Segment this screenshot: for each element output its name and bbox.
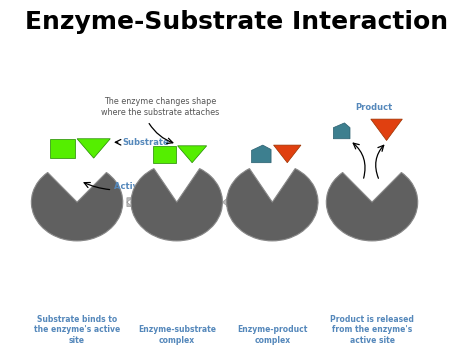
Text: Enzyme-Substrate Interaction: Enzyme-Substrate Interaction xyxy=(26,10,448,34)
Polygon shape xyxy=(333,123,350,139)
Wedge shape xyxy=(131,169,222,241)
Text: Substrate: Substrate xyxy=(123,138,170,147)
Polygon shape xyxy=(252,145,271,163)
Text: Enzyme-product
complex: Enzyme-product complex xyxy=(237,326,308,345)
Polygon shape xyxy=(273,145,301,163)
Polygon shape xyxy=(178,146,207,163)
Text: Enzyme-substrate
complex: Enzyme-substrate complex xyxy=(138,326,216,345)
Wedge shape xyxy=(31,173,123,241)
Wedge shape xyxy=(227,169,318,241)
Text: The enzyme changes shape
where the substrate attaches: The enzyme changes shape where the subst… xyxy=(101,97,219,117)
Polygon shape xyxy=(50,139,75,158)
Text: Substrate binds to
the enzyme's active
site: Substrate binds to the enzyme's active s… xyxy=(34,315,120,345)
Polygon shape xyxy=(77,139,110,158)
FancyArrow shape xyxy=(127,195,136,209)
Polygon shape xyxy=(154,146,175,163)
Text: Product: Product xyxy=(356,103,393,112)
Text: Product is released
from the enzyme's
active site: Product is released from the enzyme's ac… xyxy=(330,315,414,345)
Polygon shape xyxy=(371,119,402,141)
Wedge shape xyxy=(326,173,418,241)
FancyArrow shape xyxy=(222,195,232,209)
Text: Active Site: Active Site xyxy=(114,182,166,191)
